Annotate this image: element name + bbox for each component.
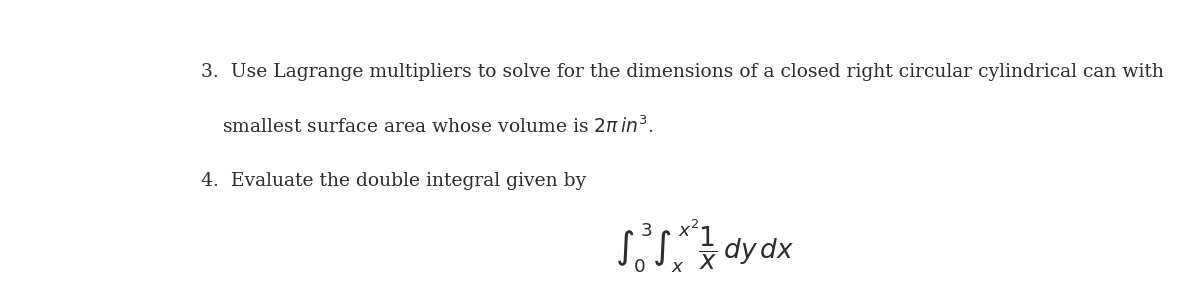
Text: 4.  Evaluate the double integral given by: 4. Evaluate the double integral given by [202,172,587,190]
Text: $\int_0^{\,3} \int_{x}^{\,x^2} \dfrac{1}{x}\,dy\,dx$: $\int_0^{\,3} \int_{x}^{\,x^2} \dfrac{1}… [616,218,794,275]
Text: smallest surface area whose volume is $2\pi\, in^3$.: smallest surface area whose volume is $2… [222,115,653,137]
Text: 3.  Use Lagrange multipliers to solve for the dimensions of a closed right circu: 3. Use Lagrange multipliers to solve for… [202,63,1164,81]
